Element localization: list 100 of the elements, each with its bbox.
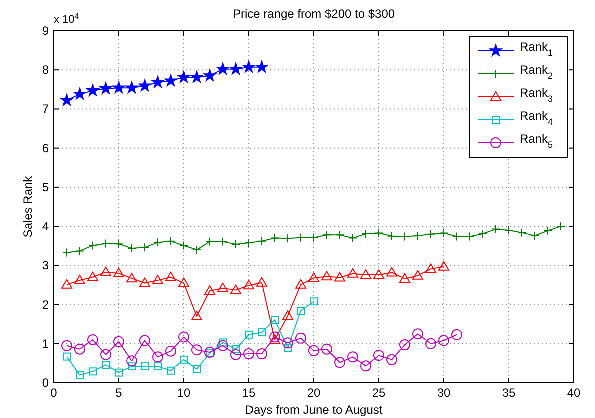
point (400, 232, 410, 242)
point (230, 349, 242, 360)
point (141, 362, 149, 371)
point (86, 84, 100, 96)
point (88, 334, 98, 346)
point (88, 241, 98, 250)
point (322, 271, 332, 281)
point (230, 284, 242, 294)
point (452, 232, 462, 242)
point (140, 243, 150, 252)
point (164, 74, 178, 86)
point (167, 366, 175, 375)
point (544, 226, 552, 236)
x-tick-label: 35 (502, 386, 516, 400)
point (100, 349, 112, 360)
point (336, 230, 344, 240)
point (426, 230, 436, 239)
point (256, 60, 268, 73)
y-tick-label: 0 (42, 376, 50, 390)
point (178, 71, 190, 83)
text: x 10$^{4}$ (54, 12, 80, 26)
point (126, 273, 138, 283)
point (192, 344, 202, 356)
point (190, 71, 204, 83)
point (310, 298, 318, 306)
point (296, 233, 306, 242)
x-axis-title: Days from June to August (245, 403, 384, 417)
point (282, 310, 294, 320)
point (530, 231, 540, 240)
point (334, 272, 346, 282)
point (452, 329, 462, 340)
point (62, 248, 72, 258)
point (348, 268, 358, 278)
point (204, 70, 216, 82)
point (88, 272, 98, 282)
legend-label: Rank$_{3}$ (520, 86, 554, 104)
legend-label: Rank$_{2}$ (520, 63, 554, 81)
point (478, 229, 488, 238)
point (270, 334, 280, 344)
point (308, 345, 320, 356)
point (128, 362, 136, 371)
y-tick-label: 8 (42, 63, 50, 78)
point (362, 229, 370, 238)
point (348, 234, 358, 243)
x-tick-label: 15 (242, 386, 256, 400)
point (218, 340, 228, 352)
point (412, 270, 424, 280)
point (100, 266, 112, 276)
point (166, 272, 176, 282)
point (400, 273, 410, 283)
point (152, 275, 164, 285)
point (297, 307, 305, 316)
point (271, 316, 279, 324)
point (152, 76, 164, 88)
point (60, 94, 74, 106)
point (284, 344, 292, 352)
point (76, 371, 84, 380)
point (140, 335, 150, 346)
point (412, 328, 424, 340)
x-tick-label: 20 (307, 386, 321, 400)
y-tick-label: 5 (42, 180, 50, 194)
point (334, 357, 346, 368)
point (466, 232, 474, 242)
point (74, 344, 86, 355)
point (504, 226, 514, 235)
y-tick-label: 7 (42, 102, 50, 116)
point (180, 241, 188, 250)
y-tick-label: 9 (42, 24, 50, 38)
point (284, 234, 292, 244)
point (360, 270, 372, 280)
point (102, 361, 110, 370)
point (128, 244, 136, 253)
point (114, 336, 124, 348)
point (438, 261, 450, 271)
point (322, 344, 332, 355)
y-axis-title: Sales Rank (21, 175, 35, 238)
point (232, 240, 240, 250)
point (244, 280, 254, 290)
point (178, 278, 190, 288)
y-tick-label: 6 (42, 141, 50, 156)
point (62, 340, 72, 352)
point (89, 368, 97, 376)
point (308, 272, 320, 282)
point (414, 231, 422, 240)
point (102, 239, 110, 248)
y-tick-label: 4 (42, 220, 50, 234)
point (76, 246, 84, 256)
point (63, 352, 71, 361)
point (180, 356, 188, 364)
x-tick-label: 30 (437, 386, 451, 400)
point (192, 311, 202, 321)
point (112, 82, 126, 94)
point (232, 345, 240, 354)
point (244, 348, 254, 360)
point (115, 368, 123, 377)
point (74, 88, 86, 100)
point (258, 328, 266, 337)
point (126, 356, 138, 367)
chart-title: Price range from $200 to $300 (232, 7, 396, 21)
point (204, 346, 216, 358)
